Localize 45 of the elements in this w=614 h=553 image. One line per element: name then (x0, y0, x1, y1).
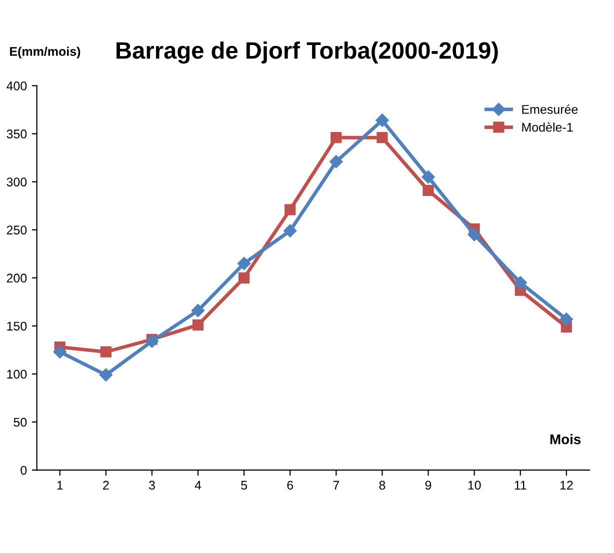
point (422, 184, 434, 196)
point (514, 276, 527, 290)
chart-title: Barrage de Djorf Torba(2000-2019) (116, 41, 498, 64)
y-tick-label: 300 (6, 178, 27, 186)
x-tick-label: 11 (514, 480, 526, 490)
point (238, 272, 250, 284)
y-tick-label: 150 (7, 322, 27, 331)
x-tick-label: 7 (333, 480, 340, 490)
y-tick-label: 0 (20, 466, 27, 475)
point (422, 170, 435, 184)
legend-label: Emesurée (522, 104, 578, 114)
point (468, 228, 481, 242)
y-tick-label: 250 (6, 226, 27, 234)
x-tick-label: 4 (194, 480, 202, 490)
legend-label: Modèle-1 (522, 122, 573, 132)
x-tick-label: 3 (148, 480, 155, 490)
x-axis-title: Mois (550, 434, 581, 444)
y-tick-label: 50 (14, 418, 27, 427)
point (99, 368, 113, 382)
x-tick-label: 8 (379, 480, 386, 490)
point (237, 256, 251, 270)
point (100, 346, 112, 358)
point (284, 224, 297, 238)
point (53, 345, 66, 358)
point (330, 155, 343, 168)
x-tick-label: 12 (560, 480, 573, 490)
y-tick-label: 200 (6, 274, 27, 283)
y-tick-label: 400 (6, 82, 27, 90)
x-tick-label: 1 (57, 480, 63, 490)
x-tick-label: 6 (287, 480, 294, 490)
point (560, 312, 574, 326)
y-tick-label: 100 (7, 370, 27, 379)
point (191, 304, 205, 318)
x-tick-label: 9 (425, 480, 432, 490)
x-tick-label: 2 (103, 480, 109, 490)
point (376, 132, 388, 144)
x-tick-label: 5 (241, 480, 248, 490)
point (284, 204, 296, 216)
x-tick-label: 10 (468, 480, 481, 490)
point (330, 132, 342, 144)
point (192, 319, 204, 331)
y-tick-label: 350 (6, 130, 27, 138)
point (145, 334, 159, 348)
y-axis-title: E(mm/mois) (10, 46, 80, 58)
point (376, 114, 389, 127)
